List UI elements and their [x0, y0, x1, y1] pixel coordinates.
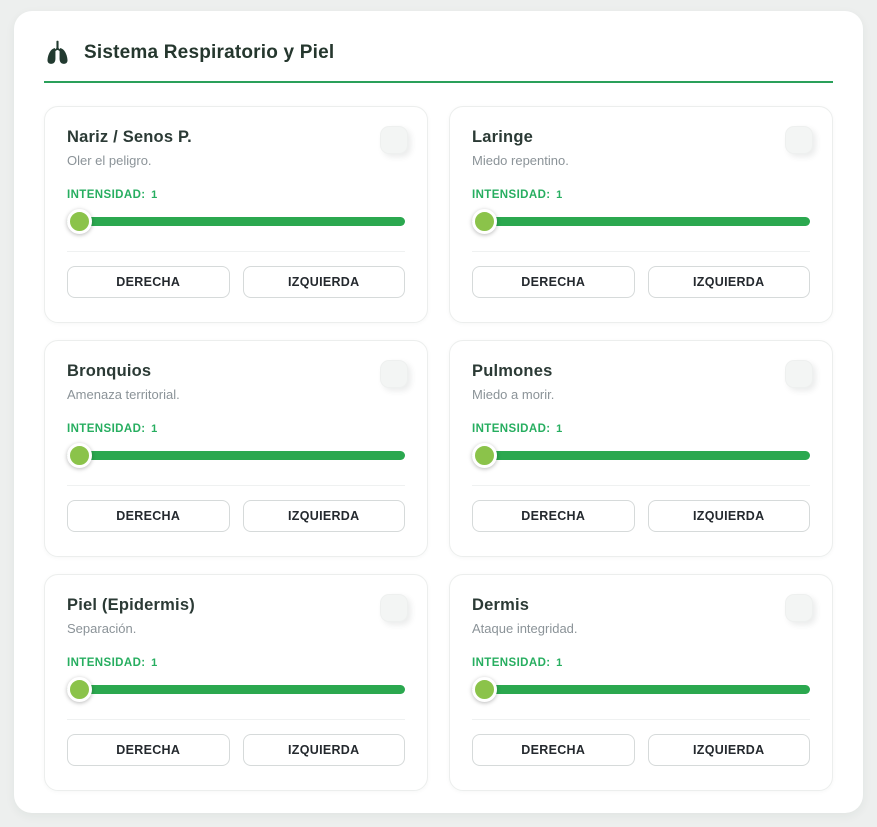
card-divider: [67, 485, 405, 486]
side-buttons-row: DERECHA IZQUIERDA: [472, 266, 810, 298]
page-title: Sistema Respiratorio y Piel: [84, 41, 335, 63]
organ-checkbox[interactable]: [380, 594, 408, 622]
izquierda-button[interactable]: IZQUIERDA: [242, 734, 405, 766]
derecha-button[interactable]: DERECHA: [472, 734, 635, 766]
organ-subtitle: Ataque integridad.: [472, 621, 578, 636]
organ-checkbox[interactable]: [785, 126, 813, 154]
derecha-button[interactable]: DERECHA: [472, 266, 635, 298]
card-divider: [67, 719, 405, 720]
intensity-label: INTENSIDAD: 1: [67, 657, 405, 669]
organ-card-2: Laringe Miedo repentino. INTENSIDAD: 1 D…: [449, 106, 833, 323]
izquierda-button[interactable]: IZQUIERDA: [647, 734, 810, 766]
izquierda-button[interactable]: IZQUIERDA: [647, 266, 810, 298]
intensity-slider[interactable]: [67, 442, 405, 468]
side-buttons-row: DERECHA IZQUIERDA: [472, 500, 810, 532]
intensity-label-text: INTENSIDAD:: [67, 657, 146, 669]
intensity-value: 1: [556, 189, 563, 201]
card-divider: [472, 251, 810, 252]
organ-subtitle: Amenaza territorial.: [67, 387, 180, 402]
organ-title: Bronquios: [67, 362, 152, 380]
organ-title: Dermis: [472, 596, 530, 614]
organ-title: Laringe: [472, 128, 533, 146]
card-divider: [472, 485, 810, 486]
intensity-label-text: INTENSIDAD:: [67, 189, 146, 201]
organ-card-6: Dermis Ataque integridad. INTENSIDAD: 1 …: [449, 574, 833, 791]
intensity-value: 1: [151, 189, 158, 201]
organ-card-3: Bronquios Amenaza territorial. INTENSIDA…: [44, 340, 428, 557]
intensity-label: INTENSIDAD: 1: [67, 423, 405, 435]
derecha-button[interactable]: DERECHA: [67, 500, 230, 532]
intensity-value: 1: [151, 423, 158, 435]
organ-subtitle: Oler el peligro.: [67, 153, 152, 168]
intensity-slider[interactable]: [472, 676, 810, 702]
side-buttons-row: DERECHA IZQUIERDA: [67, 734, 405, 766]
organ-title: Piel (Epidermis): [67, 596, 195, 614]
izquierda-button[interactable]: IZQUIERDA: [242, 500, 405, 532]
intensity-label-text: INTENSIDAD:: [67, 423, 146, 435]
intensity-label: INTENSIDAD: 1: [67, 189, 405, 201]
organ-title: Nariz / Senos P.: [67, 128, 192, 146]
intensity-value: 1: [151, 657, 158, 669]
izquierda-button[interactable]: IZQUIERDA: [647, 500, 810, 532]
organ-subtitle: Miedo repentino.: [472, 153, 569, 168]
intensity-value: 1: [556, 657, 563, 669]
organ-card-4: Pulmones Miedo a morir. INTENSIDAD: 1 DE…: [449, 340, 833, 557]
side-buttons-row: DERECHA IZQUIERDA: [67, 266, 405, 298]
intensity-slider[interactable]: [472, 208, 810, 234]
side-buttons-row: DERECHA IZQUIERDA: [67, 500, 405, 532]
organ-checkbox[interactable]: [380, 360, 408, 388]
intensity-label: INTENSIDAD: 1: [472, 657, 810, 669]
organ-checkbox[interactable]: [785, 360, 813, 388]
organ-card-5: Piel (Epidermis) Separación. INTENSIDAD:…: [44, 574, 428, 791]
organ-title: Pulmones: [472, 362, 553, 380]
intensity-slider[interactable]: [472, 442, 810, 468]
intensity-slider[interactable]: [67, 208, 405, 234]
intensity-label-text: INTENSIDAD:: [472, 423, 551, 435]
card-divider: [67, 251, 405, 252]
lungs-icon: [44, 39, 71, 66]
side-buttons-row: DERECHA IZQUIERDA: [472, 734, 810, 766]
derecha-button[interactable]: DERECHA: [67, 266, 230, 298]
derecha-button[interactable]: DERECHA: [67, 734, 230, 766]
organ-subtitle: Separación.: [67, 621, 137, 636]
intensity-label-text: INTENSIDAD:: [472, 189, 551, 201]
intensity-label: INTENSIDAD: 1: [472, 423, 810, 435]
izquierda-button[interactable]: IZQUIERDA: [242, 266, 405, 298]
card-divider: [472, 719, 810, 720]
derecha-button[interactable]: DERECHA: [472, 500, 635, 532]
organ-card-1: Nariz / Senos P. Oler el peligro. INTENS…: [44, 106, 428, 323]
page-header: Sistema Respiratorio y Piel: [44, 39, 833, 83]
intensity-label: INTENSIDAD: 1: [472, 189, 810, 201]
intensity-label-text: INTENSIDAD:: [472, 657, 551, 669]
main-panel: Sistema Respiratorio y Piel Nariz / Seno…: [14, 11, 863, 813]
intensity-value: 1: [556, 423, 563, 435]
organ-checkbox[interactable]: [785, 594, 813, 622]
organ-checkbox[interactable]: [380, 126, 408, 154]
organ-subtitle: Miedo a morir.: [472, 387, 555, 402]
intensity-slider[interactable]: [67, 676, 405, 702]
organ-cards-grid: Nariz / Senos P. Oler el peligro. INTENS…: [44, 106, 833, 791]
